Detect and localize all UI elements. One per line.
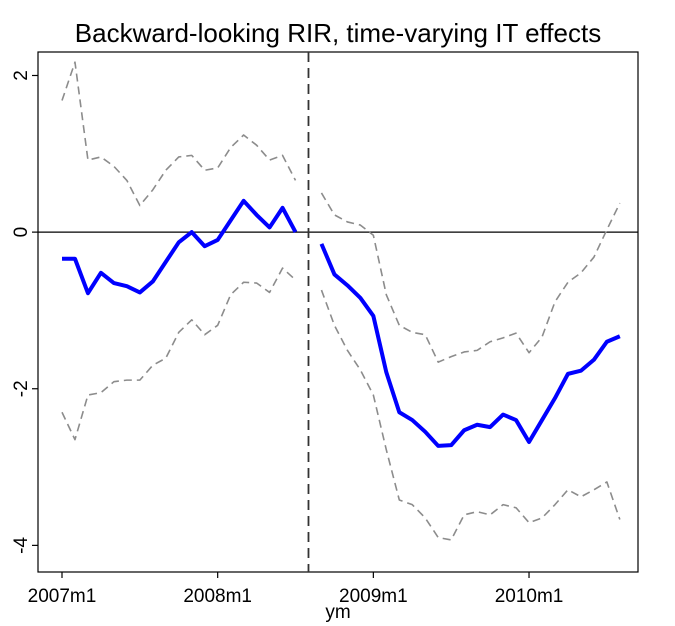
y-tick-label: -2 xyxy=(11,380,32,397)
y-tick-label: -4 xyxy=(11,536,32,553)
x-tick-label: 2007m1 xyxy=(28,586,97,607)
x-tick-label: 2008m1 xyxy=(183,586,252,607)
chart-title: Backward-looking RIR, time-varying IT ef… xyxy=(75,18,601,48)
series-line xyxy=(62,198,621,448)
x-tick-label: 2009m1 xyxy=(339,586,408,607)
y-tick-label: 2 xyxy=(11,70,32,81)
y-tick-label: 0 xyxy=(11,227,32,238)
x-tick-label: 2010m1 xyxy=(495,586,564,607)
series-line xyxy=(61,61,621,363)
series-line xyxy=(61,267,621,541)
x-axis-label: ym xyxy=(325,602,350,623)
plot-frame xyxy=(37,51,639,573)
